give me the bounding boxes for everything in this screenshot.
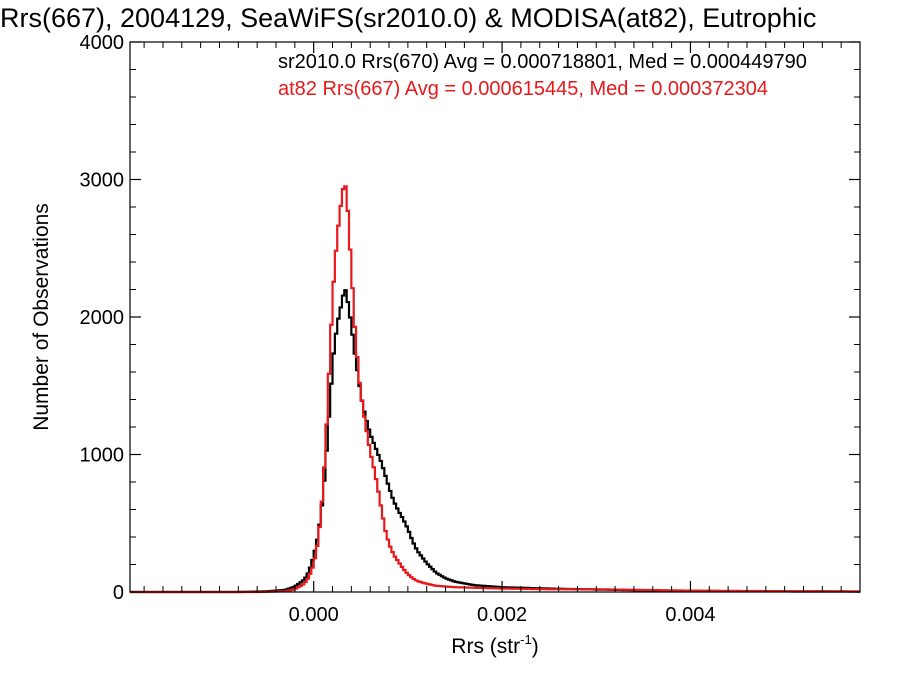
x-axis-label-close: ) bbox=[532, 635, 539, 658]
x-tick-label: 0.000 bbox=[289, 604, 339, 626]
series-line-sr2010 bbox=[130, 289, 860, 594]
tick-layer: 0.000 0.002 0.004 0 1000 2000 3000 4000 bbox=[80, 32, 861, 626]
legend-entry-at82: at82 Rrs(667) Avg = 0.000615445, Med = 0… bbox=[278, 78, 768, 100]
plot-frame bbox=[129, 41, 861, 593]
y-tick-label: 1000 bbox=[80, 445, 125, 467]
x-axis-label-main: Rrs (str bbox=[451, 635, 520, 658]
x-tick-label: 0.004 bbox=[665, 604, 715, 626]
series-line-at82 bbox=[130, 185, 860, 594]
y-tick-label: 3000 bbox=[80, 170, 125, 192]
chart-title: Rrs(667), 2004129, SeaWiFS(sr2010.0) & M… bbox=[0, 3, 816, 33]
x-tick-label: 0.002 bbox=[477, 604, 527, 626]
y-tick-label: 2000 bbox=[80, 307, 125, 329]
series-layer bbox=[130, 185, 860, 594]
plot-area: 0.000 0.002 0.004 0 1000 2000 3000 4000 bbox=[80, 32, 861, 626]
x-axis-label-superscript: -1 bbox=[520, 632, 532, 647]
legend-entry-sr2010: sr2010.0 Rrs(670) Avg = 0.000718801, Med… bbox=[278, 51, 807, 73]
y-tick-label: 0 bbox=[113, 582, 124, 604]
x-axis-label: Rrs (str-1) bbox=[451, 632, 538, 658]
y-tick-label: 4000 bbox=[80, 32, 125, 54]
y-axis-label: Number of Observations bbox=[30, 203, 53, 431]
